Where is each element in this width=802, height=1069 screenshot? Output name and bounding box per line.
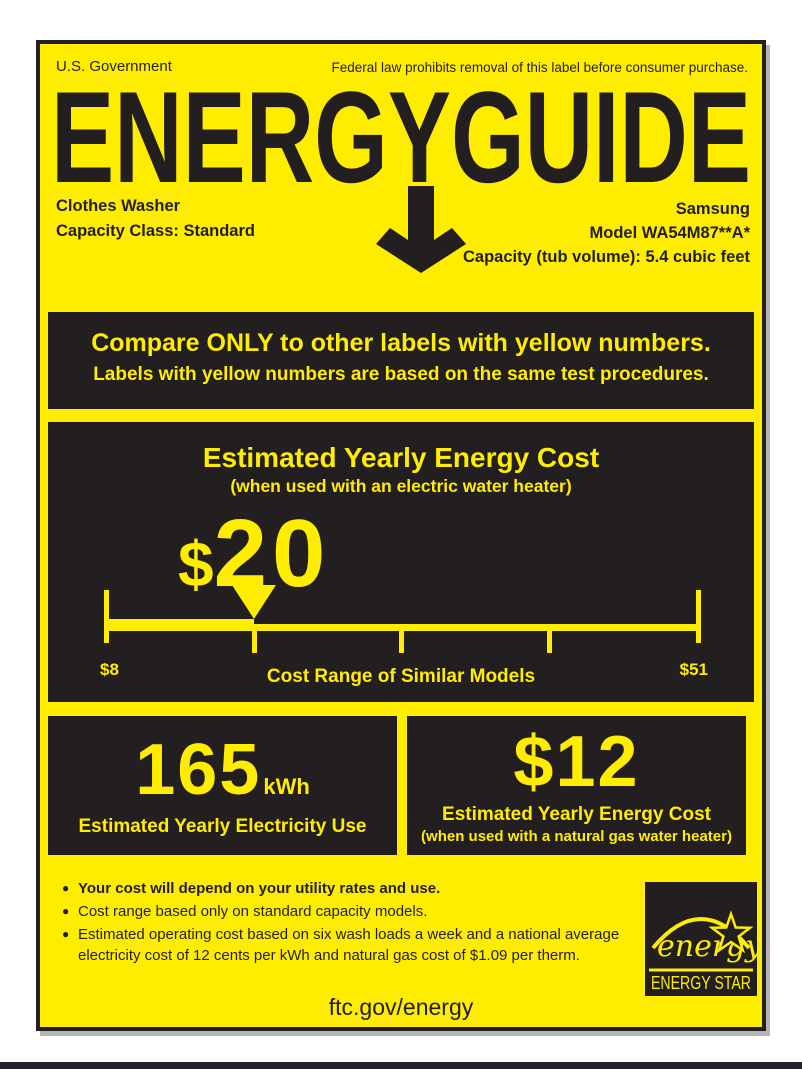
gas-cost-box: $12 Estimated Yearly Energy Cost (when u…	[407, 716, 746, 855]
energy-star-logo: energy ENERGY STAR	[645, 882, 757, 996]
scale-max-label: $51	[679, 660, 708, 679]
page-bottom-rule	[0, 1062, 802, 1069]
compare-line1: Compare ONLY to other labels with yellow…	[91, 329, 711, 357]
yearly-cost-box: Estimated Yearly Energy Cost (when used …	[48, 422, 754, 702]
bullet-icon: ●	[62, 904, 70, 918]
energyguide-wordmark: ENERGYGUIDE	[51, 84, 751, 188]
compare-banner: Compare ONLY to other labels with yellow…	[48, 312, 754, 409]
scale-line-thin	[254, 624, 701, 631]
footnote-text: Estimated operating cost based on six wa…	[78, 926, 620, 964]
electricity-label: Estimated Yearly Electricity Use	[78, 815, 367, 837]
gas-cost-value: $12	[513, 722, 640, 802]
electricity-value-row: 165 kWh	[135, 734, 310, 806]
bullet-icon: ●	[62, 881, 70, 895]
scale-tick-q3	[547, 631, 552, 653]
footnote-item: ● Your cost will depend on your utility …	[62, 878, 627, 899]
brand-name: Samsung	[675, 200, 750, 218]
compare-line2: Labels with yellow numbers are based on …	[93, 364, 709, 385]
product-type: Clothes Washer	[56, 197, 181, 215]
footnote-text: Cost range based only on standard capaci…	[78, 903, 428, 920]
scale-tick-q1	[252, 631, 257, 653]
electricity-value: 165	[135, 729, 262, 810]
cost-box-subtitle: (when used with an electric water heater…	[230, 476, 572, 496]
model-number: Model WA54M87**A*	[589, 224, 750, 242]
scale-tick-q2	[399, 631, 404, 653]
footnote-item: ● Estimated operating cost based on six …	[62, 924, 627, 966]
cost-box-title: Estimated Yearly Energy Cost	[202, 442, 600, 473]
product-info: Clothes Washer Capacity Class: Standard	[56, 194, 255, 244]
us-government-text: U.S. Government	[56, 58, 172, 75]
wordmark-text: ENERGYGUIDE	[51, 84, 751, 188]
scale-axis-label: Cost Range of Similar Models	[266, 666, 536, 687]
gas-value-row: $12	[513, 726, 639, 798]
scale-tick-max	[696, 590, 701, 643]
scale-pointer-icon	[232, 585, 276, 619]
energy-star-caption: ENERGY STAR	[651, 973, 751, 993]
electricity-use-box: 165 kWh Estimated Yearly Electricity Use	[48, 716, 397, 855]
footnote-item: ● Cost range based only on standard capa…	[62, 901, 627, 922]
footnotes: ● Your cost will depend on your utility …	[62, 878, 627, 968]
electricity-unit: kWh	[263, 773, 310, 799]
down-arrow-icon	[376, 186, 466, 273]
footnote-text: Your cost will depend on your utility ra…	[78, 880, 441, 897]
product-capacity-class: Capacity Class: Standard	[56, 222, 255, 240]
ftc-url: ftc.gov/energy	[328, 994, 474, 1020]
star-icon	[708, 910, 754, 954]
energyguide-label: U.S. Government Federal law prohibits re…	[36, 40, 766, 1031]
manufacturer-info: Samsung Model WA54M87**A* Capacity (tub …	[463, 197, 750, 269]
scale-min-label: $8	[100, 660, 119, 679]
gas-cost-label: Estimated Yearly Energy Cost	[442, 804, 711, 825]
scale-line-thick	[106, 619, 254, 631]
tub-capacity: Capacity (tub volume): 5.4 cubic feet	[463, 248, 750, 266]
bullet-icon: ●	[62, 927, 70, 941]
currency-symbol: $	[178, 528, 214, 600]
scale-tick-min	[104, 590, 109, 643]
federal-law-notice: Federal law prohibits removal of this la…	[331, 60, 748, 75]
gas-cost-sublabel: (when used with a natural gas water heat…	[421, 828, 732, 845]
